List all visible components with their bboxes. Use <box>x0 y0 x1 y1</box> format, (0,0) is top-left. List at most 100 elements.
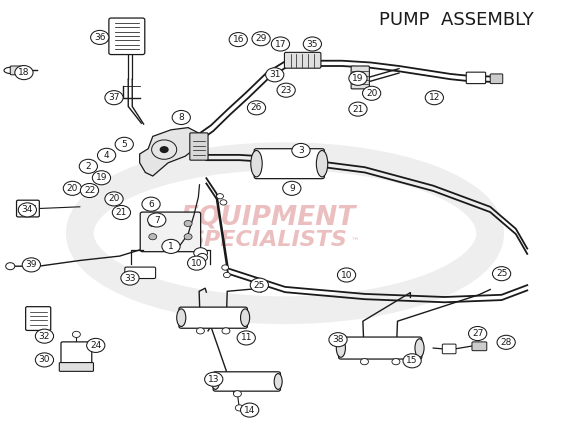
Circle shape <box>121 271 139 285</box>
Circle shape <box>497 335 515 349</box>
Circle shape <box>234 391 242 397</box>
FancyBboxPatch shape <box>190 133 208 160</box>
Circle shape <box>303 37 321 51</box>
Text: 25: 25 <box>254 281 265 290</box>
Circle shape <box>247 101 266 115</box>
Text: 9: 9 <box>289 184 295 193</box>
Circle shape <box>349 71 367 85</box>
FancyBboxPatch shape <box>490 74 503 84</box>
Ellipse shape <box>177 309 186 326</box>
Text: 37: 37 <box>108 93 120 102</box>
Text: 15: 15 <box>406 356 418 365</box>
Text: 35: 35 <box>307 40 318 48</box>
Circle shape <box>252 32 270 46</box>
Text: 13: 13 <box>208 375 219 384</box>
Circle shape <box>222 328 230 334</box>
Text: 10: 10 <box>191 259 202 268</box>
Text: 3: 3 <box>298 146 304 155</box>
Ellipse shape <box>241 309 250 326</box>
Circle shape <box>92 171 111 185</box>
Circle shape <box>91 30 109 44</box>
Circle shape <box>292 143 310 158</box>
Circle shape <box>197 253 207 261</box>
Circle shape <box>266 68 284 82</box>
FancyBboxPatch shape <box>442 344 456 354</box>
Text: 18: 18 <box>18 68 30 77</box>
Text: 33: 33 <box>124 274 136 282</box>
Text: 21: 21 <box>116 208 127 217</box>
Text: 16: 16 <box>233 35 244 44</box>
Circle shape <box>241 403 259 417</box>
Text: 21: 21 <box>352 105 364 114</box>
Circle shape <box>142 197 160 211</box>
Circle shape <box>115 137 133 151</box>
Circle shape <box>15 66 33 80</box>
Circle shape <box>194 248 207 258</box>
Circle shape <box>172 110 190 125</box>
Ellipse shape <box>211 374 219 389</box>
Circle shape <box>184 220 192 227</box>
Circle shape <box>149 220 157 227</box>
Text: 22: 22 <box>84 186 95 195</box>
Text: 31: 31 <box>269 70 280 79</box>
Circle shape <box>148 213 166 227</box>
Circle shape <box>35 329 54 343</box>
FancyBboxPatch shape <box>339 337 422 359</box>
Circle shape <box>79 159 97 173</box>
FancyBboxPatch shape <box>179 307 247 328</box>
Circle shape <box>97 148 116 162</box>
Text: 27: 27 <box>472 329 483 338</box>
Circle shape <box>22 258 40 272</box>
Text: 38: 38 <box>332 335 344 344</box>
Text: 24: 24 <box>90 341 101 350</box>
FancyBboxPatch shape <box>125 267 156 279</box>
Circle shape <box>35 353 54 367</box>
Text: 17: 17 <box>275 40 286 48</box>
FancyBboxPatch shape <box>17 200 39 217</box>
Circle shape <box>403 354 421 368</box>
FancyBboxPatch shape <box>351 66 369 89</box>
FancyBboxPatch shape <box>109 18 145 55</box>
Text: 6: 6 <box>148 200 154 209</box>
Text: 5: 5 <box>121 140 127 149</box>
Circle shape <box>329 333 347 347</box>
Text: EQUIPMENT: EQUIPMENT <box>180 205 356 231</box>
Ellipse shape <box>251 150 262 177</box>
Text: 39: 39 <box>26 260 37 269</box>
FancyBboxPatch shape <box>213 372 280 391</box>
Circle shape <box>87 338 105 352</box>
Text: 28: 28 <box>500 338 512 347</box>
FancyBboxPatch shape <box>140 212 201 252</box>
Text: 8: 8 <box>178 113 184 122</box>
Circle shape <box>363 86 381 100</box>
Text: 11: 11 <box>241 334 252 342</box>
Text: 25: 25 <box>496 269 507 278</box>
FancyBboxPatch shape <box>10 66 24 75</box>
Circle shape <box>80 183 99 198</box>
Ellipse shape <box>316 150 328 177</box>
Circle shape <box>360 359 368 365</box>
Circle shape <box>250 278 268 292</box>
Circle shape <box>469 326 487 341</box>
Circle shape <box>283 181 301 195</box>
Circle shape <box>112 205 131 220</box>
Ellipse shape <box>274 374 282 389</box>
Circle shape <box>349 102 367 116</box>
Circle shape <box>492 267 511 281</box>
Text: PUMP  ASSEMBLY: PUMP ASSEMBLY <box>378 11 534 29</box>
Text: 20: 20 <box>108 194 120 203</box>
FancyBboxPatch shape <box>472 342 487 351</box>
Circle shape <box>149 234 157 240</box>
FancyBboxPatch shape <box>284 52 321 68</box>
Text: 7: 7 <box>154 216 160 224</box>
Circle shape <box>229 33 247 47</box>
Text: SPECIALISTS: SPECIALISTS <box>189 230 347 250</box>
Circle shape <box>220 200 227 205</box>
Circle shape <box>425 91 443 105</box>
Circle shape <box>18 203 36 217</box>
Circle shape <box>222 265 229 270</box>
Ellipse shape <box>415 339 424 357</box>
Circle shape <box>337 268 356 282</box>
Circle shape <box>217 194 223 199</box>
Circle shape <box>72 331 80 337</box>
